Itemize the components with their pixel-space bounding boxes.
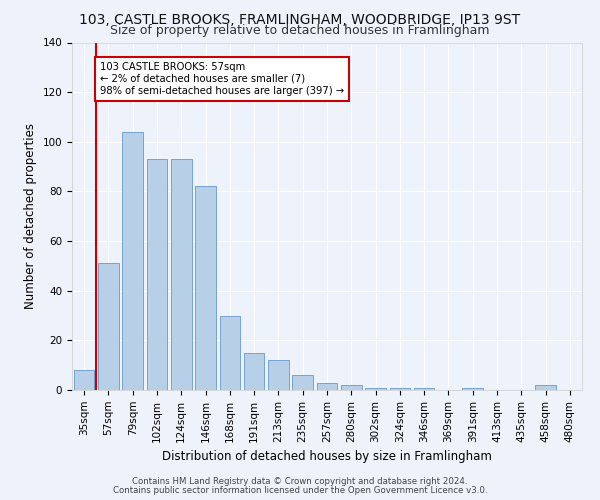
Bar: [268, 360, 289, 390]
Bar: [195, 186, 216, 390]
Bar: [341, 385, 362, 390]
Y-axis label: Number of detached properties: Number of detached properties: [24, 123, 37, 309]
Text: 103, CASTLE BROOKS, FRAMLINGHAM, WOODBRIDGE, IP13 9ST: 103, CASTLE BROOKS, FRAMLINGHAM, WOODBRI…: [79, 12, 521, 26]
Bar: [171, 159, 191, 390]
Bar: [220, 316, 240, 390]
Bar: [463, 388, 483, 390]
Bar: [74, 370, 94, 390]
Bar: [146, 159, 167, 390]
Bar: [122, 132, 143, 390]
Bar: [365, 388, 386, 390]
Bar: [317, 382, 337, 390]
Bar: [244, 353, 265, 390]
Bar: [98, 264, 119, 390]
Bar: [292, 375, 313, 390]
Bar: [535, 385, 556, 390]
Bar: [414, 388, 434, 390]
Text: Contains HM Land Registry data © Crown copyright and database right 2024.: Contains HM Land Registry data © Crown c…: [132, 477, 468, 486]
Text: Size of property relative to detached houses in Framlingham: Size of property relative to detached ho…: [110, 24, 490, 37]
Bar: [389, 388, 410, 390]
Text: 103 CASTLE BROOKS: 57sqm
← 2% of detached houses are smaller (7)
98% of semi-det: 103 CASTLE BROOKS: 57sqm ← 2% of detache…: [100, 62, 344, 96]
Text: Contains public sector information licensed under the Open Government Licence v3: Contains public sector information licen…: [113, 486, 487, 495]
X-axis label: Distribution of detached houses by size in Framlingham: Distribution of detached houses by size …: [162, 450, 492, 463]
